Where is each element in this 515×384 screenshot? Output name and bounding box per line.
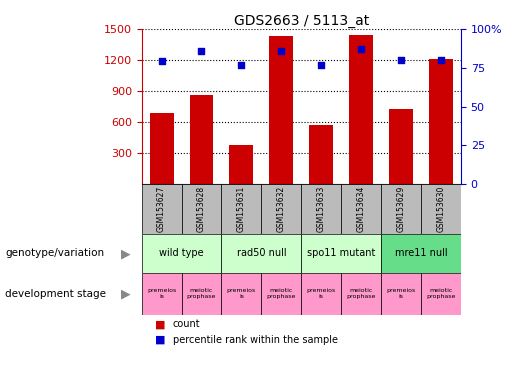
- Point: [237, 61, 246, 68]
- Bar: [149, 113, 174, 184]
- Text: rad50 null: rad50 null: [236, 248, 286, 258]
- Text: development stage: development stage: [5, 289, 106, 299]
- Bar: [301, 234, 381, 273]
- Bar: [381, 184, 421, 234]
- Text: premeios
is: premeios is: [306, 288, 336, 299]
- Text: ▶: ▶: [122, 247, 131, 260]
- Bar: [381, 234, 461, 273]
- Bar: [341, 184, 381, 234]
- Bar: [421, 184, 461, 234]
- Text: GSM153633: GSM153633: [317, 186, 325, 232]
- Bar: [142, 273, 181, 315]
- Bar: [221, 273, 261, 315]
- Text: wild type: wild type: [159, 248, 204, 258]
- Text: meiotic
prophase: meiotic prophase: [267, 288, 296, 299]
- Bar: [221, 234, 301, 273]
- Point: [277, 48, 285, 54]
- Bar: [261, 184, 301, 234]
- Bar: [429, 59, 453, 184]
- Text: meiotic
prophase: meiotic prophase: [347, 288, 376, 299]
- Text: meiotic
prophase: meiotic prophase: [187, 288, 216, 299]
- Point: [397, 57, 405, 63]
- Bar: [142, 184, 181, 234]
- Text: GSM153632: GSM153632: [277, 186, 286, 232]
- Text: percentile rank within the sample: percentile rank within the sample: [173, 335, 337, 345]
- Bar: [142, 234, 221, 273]
- Text: ▶: ▶: [122, 287, 131, 300]
- Text: GSM153634: GSM153634: [357, 186, 366, 232]
- Text: premeios
is: premeios is: [227, 288, 256, 299]
- Bar: [230, 145, 253, 184]
- Text: GSM153630: GSM153630: [437, 186, 445, 232]
- Bar: [341, 273, 381, 315]
- Text: GSM153627: GSM153627: [157, 186, 166, 232]
- Bar: [301, 184, 341, 234]
- Point: [437, 57, 445, 63]
- Bar: [349, 35, 373, 184]
- Text: count: count: [173, 319, 200, 329]
- Text: GSM153629: GSM153629: [397, 186, 405, 232]
- Text: spo11 mutant: spo11 mutant: [307, 248, 375, 258]
- Bar: [301, 273, 341, 315]
- Title: GDS2663 / 5113_at: GDS2663 / 5113_at: [234, 14, 369, 28]
- Text: genotype/variation: genotype/variation: [5, 248, 104, 258]
- Bar: [190, 95, 213, 184]
- Bar: [389, 109, 413, 184]
- Point: [158, 58, 166, 65]
- Bar: [309, 125, 333, 184]
- Point: [317, 61, 325, 68]
- Bar: [269, 36, 294, 184]
- Text: premeios
is: premeios is: [147, 288, 176, 299]
- Bar: [381, 273, 421, 315]
- Text: mre11 null: mre11 null: [394, 248, 448, 258]
- Bar: [182, 184, 221, 234]
- Bar: [261, 273, 301, 315]
- Bar: [221, 184, 261, 234]
- Point: [197, 48, 205, 54]
- Text: ■: ■: [154, 335, 165, 345]
- Text: meiotic
prophase: meiotic prophase: [426, 288, 456, 299]
- Bar: [182, 273, 221, 315]
- Text: premeios
is: premeios is: [386, 288, 416, 299]
- Text: ■: ■: [154, 319, 165, 329]
- Text: GSM153628: GSM153628: [197, 186, 206, 232]
- Text: GSM153631: GSM153631: [237, 186, 246, 232]
- Bar: [421, 273, 461, 315]
- Point: [357, 46, 365, 52]
